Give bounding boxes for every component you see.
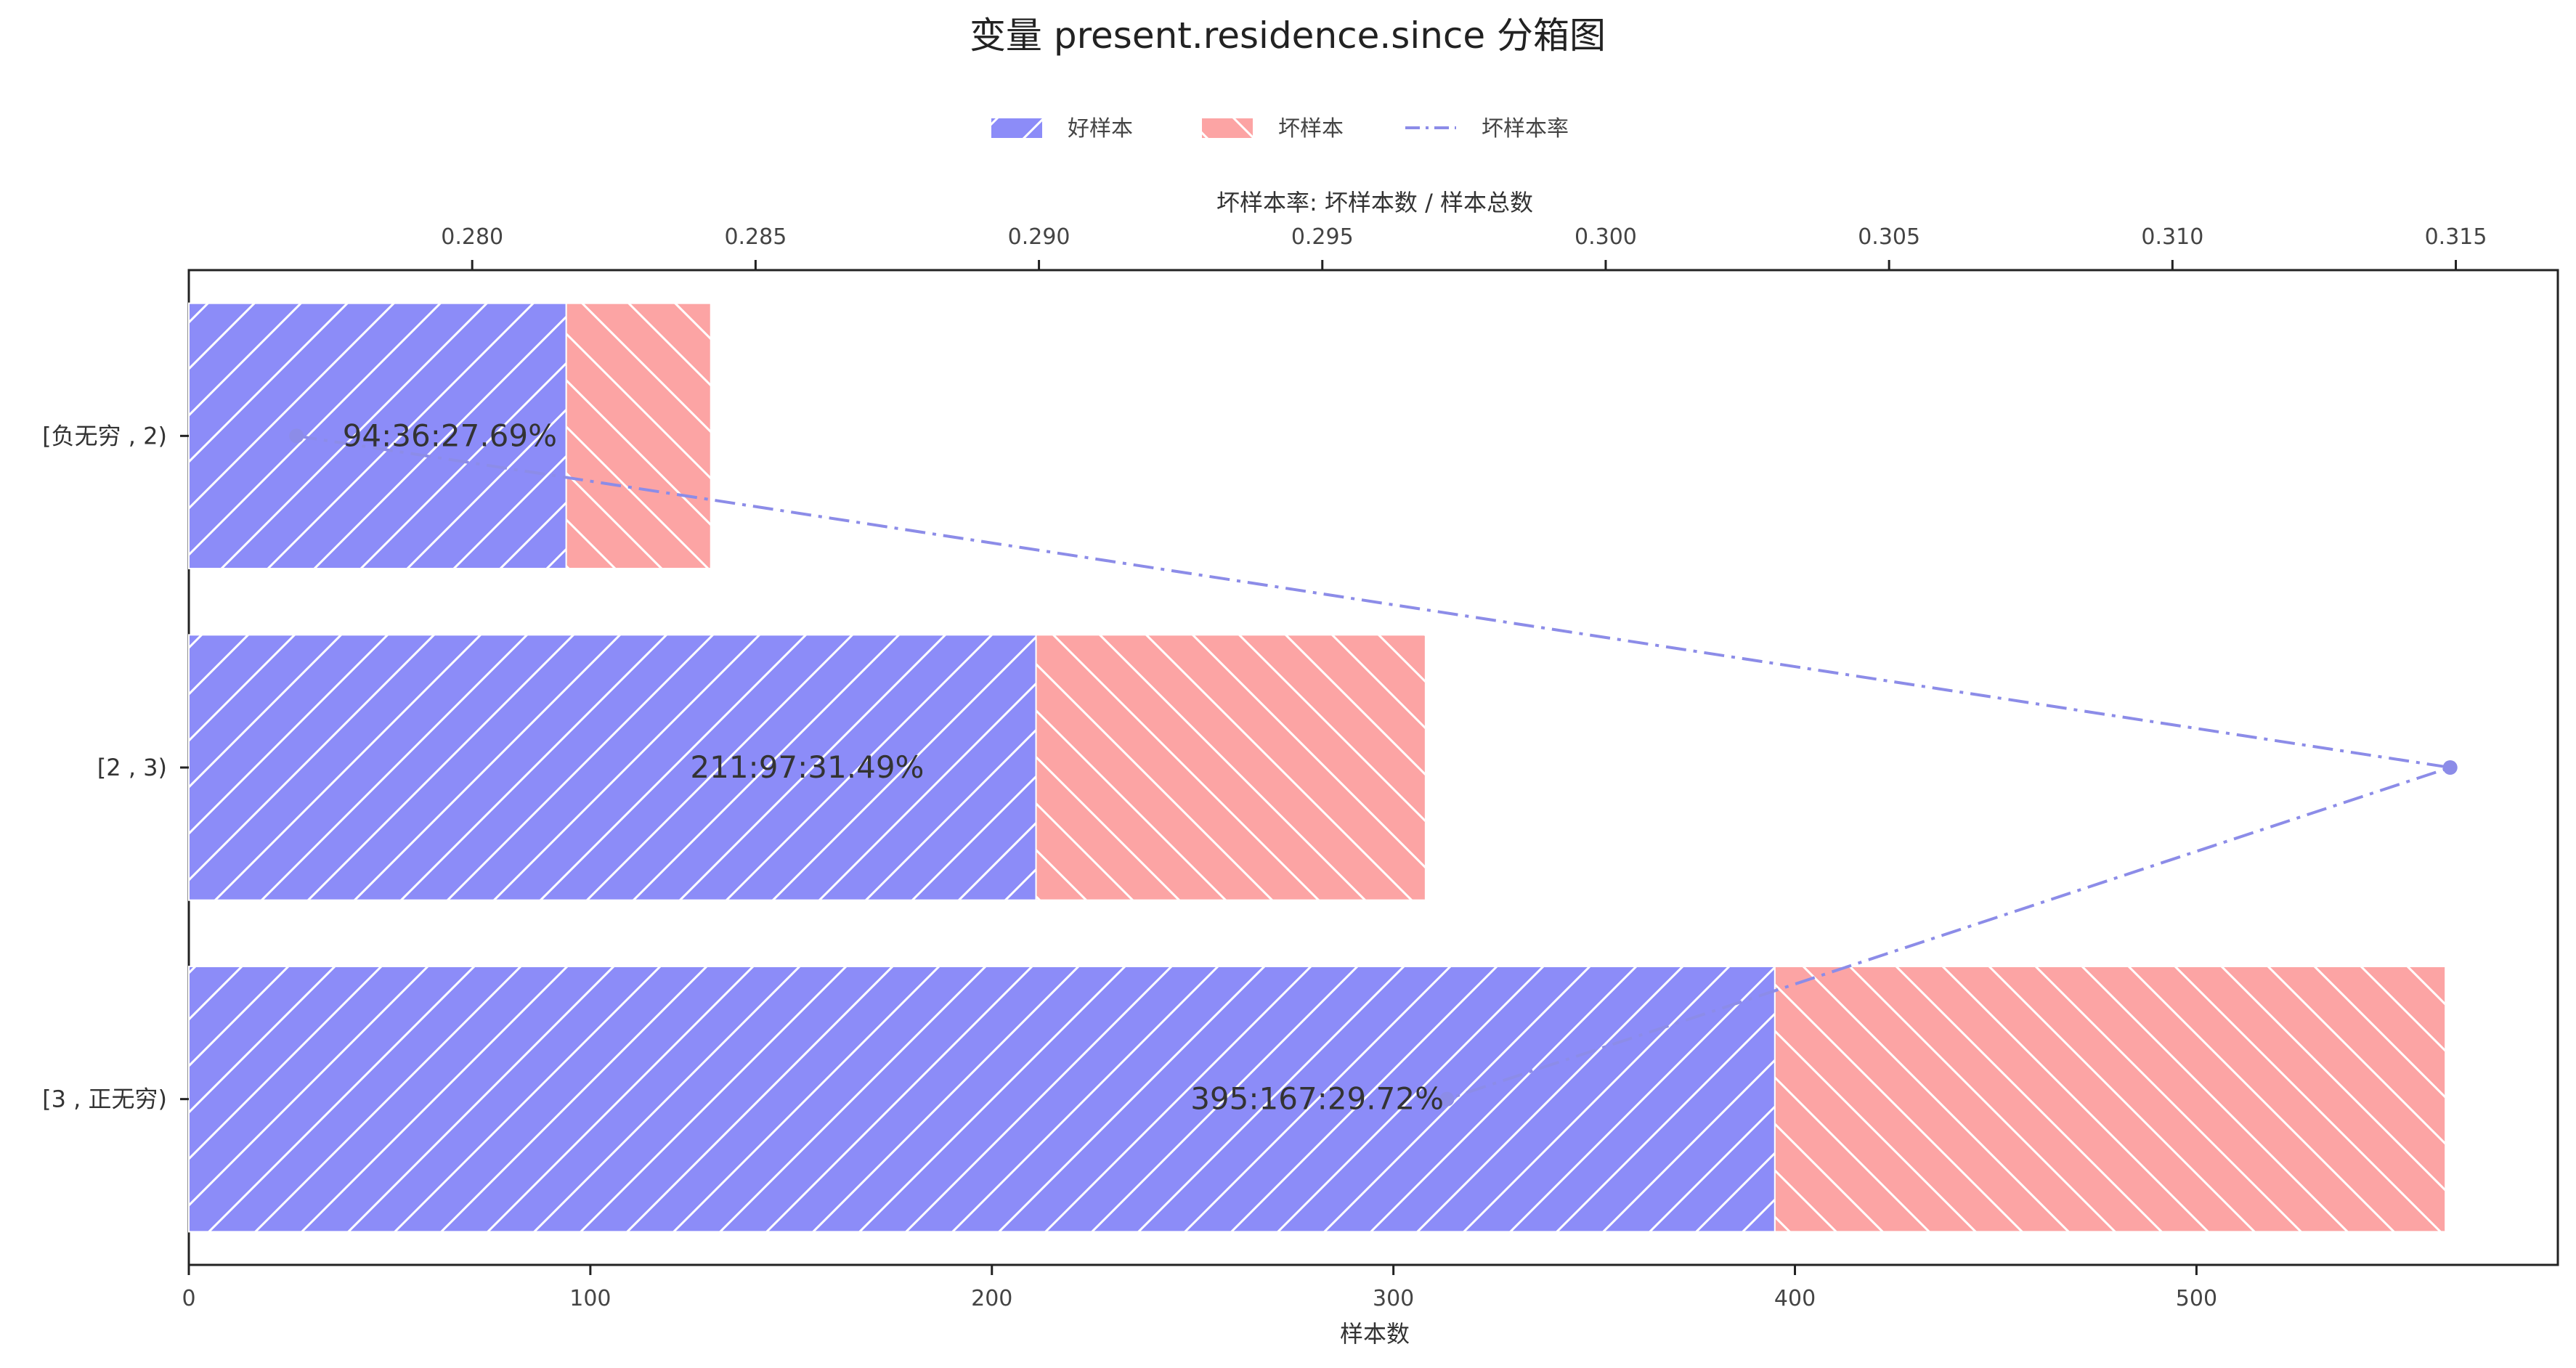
data-label-2: 395:167:29.72% xyxy=(1190,1081,1444,1117)
legend-label-2: 坏样本率 xyxy=(1482,116,1569,142)
bars xyxy=(188,302,2447,1233)
top-tick-label-0: 0.280 xyxy=(441,224,503,250)
top-tick-label-3: 0.295 xyxy=(1291,224,1354,250)
top-tick-label-7: 0.315 xyxy=(2425,224,2487,250)
legend-label-0: 好样本 xyxy=(1068,116,1133,142)
x-tick-label-5: 500 xyxy=(2176,1286,2217,1311)
x-tick-label-3: 300 xyxy=(1373,1286,1414,1311)
y-tick-label-1: [2 , 3) xyxy=(97,754,167,781)
good-bar-1 xyxy=(188,634,1037,901)
bad-bar-1 xyxy=(1035,634,1426,901)
x-tick-label-1: 100 xyxy=(569,1286,611,1311)
legend-swatch-1 xyxy=(1202,118,1253,138)
x-axis: 0 100 200 300 400 500 xyxy=(182,1265,2217,1311)
rate-line xyxy=(289,428,2458,1107)
chart-title: 变量 present.residence.since 分箱图 xyxy=(970,15,1606,57)
y-tick-label-2: [3 , 正无穷) xyxy=(42,1086,167,1113)
top-tick-label-5: 0.305 xyxy=(1858,224,1920,250)
top-tick-label-2: 0.290 xyxy=(1008,224,1070,250)
top-tick-label-4: 0.300 xyxy=(1575,224,1637,250)
data-label-0: 94:36:27.69% xyxy=(343,418,557,453)
data-labels: 94:36:27.69% 211:97:31.49% 395:167:29.72% xyxy=(343,418,1444,1116)
top-axis: 0.280 0.285 0.290 0.295 0.300 0.305 0.310 0.315 xyxy=(441,224,2487,270)
bad-bar-0 xyxy=(565,302,712,569)
top-axis-label: 坏样本率: 坏样本数 / 样本总数 xyxy=(1216,189,1533,216)
y-axis: [负无穷 , 2) [2 , 3) [3 , 正无穷) xyxy=(42,422,189,1113)
x-tick-label-0: 0 xyxy=(182,1286,195,1311)
good-bar-2 xyxy=(188,966,1776,1233)
top-tick-label-1: 0.285 xyxy=(724,224,787,250)
x-axis-label: 样本数 xyxy=(1340,1320,1410,1348)
rate-point-0 xyxy=(289,428,304,444)
x-tick-label-2: 200 xyxy=(971,1286,1012,1311)
legend: 好样本 坏样本 坏样本率 xyxy=(991,116,1569,142)
top-tick-label-6: 0.310 xyxy=(2141,224,2203,250)
x-tick-label-4: 400 xyxy=(1774,1286,1816,1311)
legend-swatch-0 xyxy=(991,118,1042,138)
bad-bar-2 xyxy=(1773,966,2447,1233)
legend-label-1: 坏样本 xyxy=(1278,116,1344,142)
y-tick-label-0: [负无穷 , 2) xyxy=(42,422,167,449)
data-label-1: 211:97:31.49% xyxy=(690,749,924,785)
rate-point-1 xyxy=(2442,760,2458,775)
rate-point-2 xyxy=(1439,1091,1455,1107)
